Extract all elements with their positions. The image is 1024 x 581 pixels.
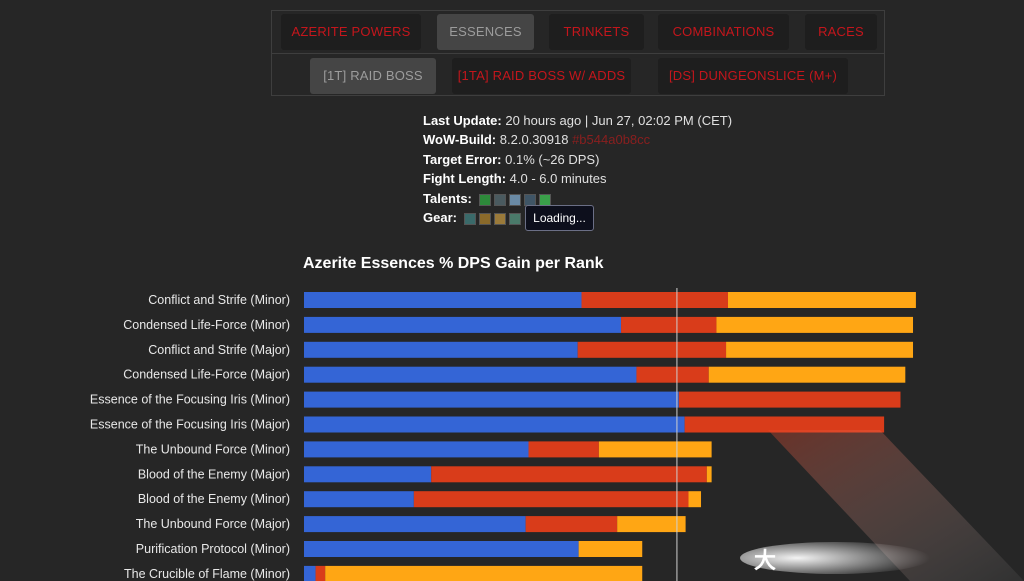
bar-segment-rank-3[interactable]	[325, 565, 643, 581]
tab-combinations[interactable]: COMBINATIONS	[658, 14, 789, 50]
category-label: Purification Protocol (Minor)	[136, 542, 290, 556]
target-error-row: Target Error: 0.1% (~26 DPS)	[423, 150, 732, 169]
navigation-panel: AZERITE POWERS ESSENCES TRINKETS COMBINA…	[271, 10, 885, 96]
category-label: Essence of the Focusing Iris (Minor)	[90, 393, 290, 407]
category-label: Blood of the Enemy (Major)	[138, 467, 290, 481]
talent-icon[interactable]	[478, 193, 491, 206]
category-label: Essence of the Focusing Iris (Major)	[90, 418, 290, 432]
bar-segment-rank-3[interactable]	[688, 491, 702, 508]
category-label: The Crucible of Flame (Minor)	[124, 567, 290, 581]
loading-tooltip: Loading...	[525, 205, 594, 231]
fight-length-value: 4.0 - 6.0 minutes	[509, 171, 607, 187]
bar-segment-rank-3[interactable]	[728, 292, 916, 308]
bar-segment-rank-2[interactable]	[315, 565, 326, 581]
bar-segment-rank-3[interactable]	[708, 366, 906, 383]
bar-segment-rank-2[interactable]	[621, 316, 717, 333]
bar-segment-rank-2[interactable]	[678, 391, 901, 408]
gear-icon[interactable]	[508, 213, 521, 226]
bar-segment-rank-2[interactable]	[684, 416, 885, 433]
bar-segment-rank-2[interactable]	[431, 466, 707, 483]
tab-trinkets[interactable]: TRINKETS	[549, 14, 644, 50]
category-label: Conflict and Strife (Major)	[148, 343, 290, 357]
talents-label: Talents:	[423, 190, 472, 206]
last-update-row: Last Update: 20 hours ago | Jun 27, 02:0…	[423, 111, 732, 130]
wow-build-row: WoW-Build: 8.2.0.30918 #b544a0b8cc	[423, 130, 732, 149]
bar-segment-rank-1[interactable]	[304, 341, 578, 358]
category-label: Blood of the Enemy (Minor)	[138, 492, 290, 506]
bar-segment-rank-1[interactable]	[304, 416, 685, 433]
bar-segment-rank-3[interactable]	[598, 441, 712, 458]
bar-segment-rank-1[interactable]	[304, 292, 582, 308]
gear-row: Gear:	[423, 208, 732, 227]
nav-row-categories: AZERITE POWERS ESSENCES TRINKETS COMBINA…	[272, 11, 884, 54]
bar-segment-rank-1[interactable]	[304, 491, 414, 508]
tab-raid-boss-with-adds[interactable]: [1TA] RAID BOSS W/ ADDS	[452, 58, 631, 94]
bar-segment-rank-2[interactable]	[581, 292, 728, 308]
gear-icon[interactable]	[463, 213, 476, 226]
target-error-value: 0.1% (~26 DPS)	[505, 151, 600, 167]
bar-segment-rank-1[interactable]	[304, 366, 637, 383]
bar-segment-rank-3[interactable]	[716, 316, 914, 333]
tab-dungeonslice[interactable]: [DS] DUNGEONSLICE (M+)	[658, 58, 848, 94]
category-label: Conflict and Strife (Minor)	[148, 293, 290, 307]
category-label: The Unbound Force (Major)	[136, 517, 290, 531]
wow-build-hash-link[interactable]: #b544a0b8cc	[572, 132, 651, 148]
bar-segment-rank-1[interactable]	[304, 441, 529, 458]
last-update-value: 20 hours ago | Jun 27, 02:02 PM (CET)	[505, 113, 733, 128]
tab-raid-boss[interactable]: [1T] RAID BOSS	[310, 58, 436, 94]
talent-icon[interactable]	[493, 193, 506, 206]
bar-segment-rank-2[interactable]	[636, 366, 709, 383]
tab-azerite-powers[interactable]: AZERITE POWERS	[281, 14, 421, 50]
bar-segment-rank-1[interactable]	[304, 316, 622, 333]
bar-segment-rank-2[interactable]	[577, 341, 727, 358]
gear-icon[interactable]	[478, 213, 491, 226]
bar-segment-rank-1[interactable]	[304, 466, 432, 483]
bar-segment-rank-1[interactable]	[304, 516, 526, 533]
talent-icon[interactable]	[508, 193, 521, 206]
wow-build-value: 8.2.0.30918	[499, 132, 569, 148]
tab-races[interactable]: RACES	[805, 14, 877, 50]
simulation-info: Last Update: 20 hours ago | Jun 27, 02:0…	[423, 111, 732, 227]
bar-segment-rank-1[interactable]	[304, 565, 316, 581]
category-label: Condensed Life-Force (Major)	[123, 368, 290, 382]
gear-label: Gear:	[423, 209, 457, 225]
category-label: The Unbound Force (Minor)	[136, 442, 290, 456]
fight-length-label: Fight Length:	[423, 171, 507, 187]
bar-segment-rank-1[interactable]	[304, 541, 579, 557]
gear-icons	[463, 209, 524, 228]
target-error-label: Target Error:	[423, 151, 502, 167]
last-update-label: Last Update:	[423, 113, 502, 128]
bar-segment-rank-3[interactable]	[706, 466, 712, 483]
bar-segment-rank-3[interactable]	[617, 516, 686, 533]
tab-essences[interactable]: ESSENCES	[437, 14, 534, 50]
bar-segment-rank-2[interactable]	[528, 441, 599, 458]
chart-title: Azerite Essences % DPS Gain per Rank	[303, 255, 604, 272]
bar-segment-rank-3[interactable]	[578, 541, 643, 557]
bar-segment-rank-2[interactable]	[413, 491, 689, 508]
wow-build-label: WoW-Build:	[423, 132, 497, 148]
gear-icon[interactable]	[493, 213, 506, 226]
category-label: Condensed Life-Force (Minor)	[123, 318, 290, 332]
bar-segment-rank-1[interactable]	[304, 391, 679, 408]
bar-segment-rank-2[interactable]	[525, 516, 618, 533]
bar-segment-rank-3[interactable]	[726, 341, 914, 358]
nav-row-fight-styles: [1T] RAID BOSS [1TA] RAID BOSS W/ ADDS […	[272, 54, 884, 96]
fight-length-row: Fight Length: 4.0 - 6.0 minutes	[423, 169, 732, 188]
